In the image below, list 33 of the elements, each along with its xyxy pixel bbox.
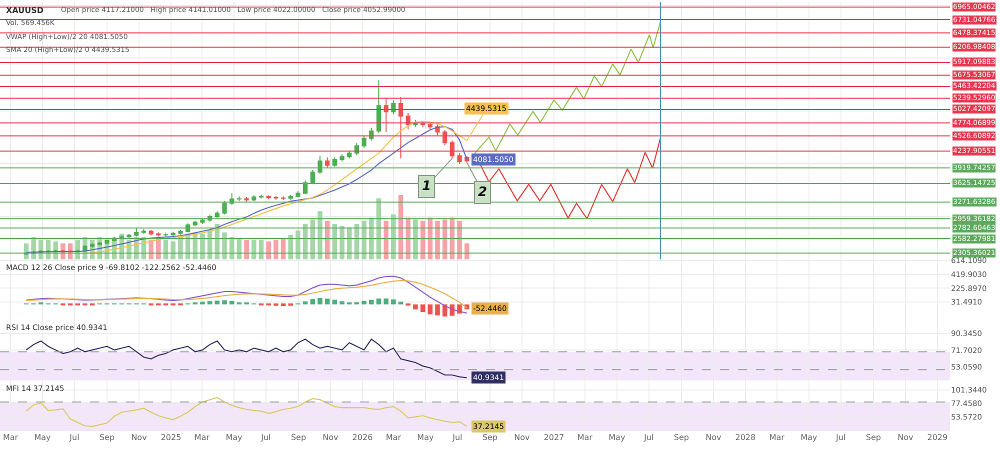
x-tick-label: May bbox=[608, 433, 626, 442]
x-tick-label: 2025 bbox=[160, 433, 182, 442]
x-tick-label: Mar bbox=[2, 433, 19, 442]
x-tick-label: May bbox=[417, 433, 434, 442]
x-tick-label: Mar bbox=[386, 433, 402, 442]
x-tick-label: Jul bbox=[452, 433, 462, 442]
x-tick-label: 2029 bbox=[927, 433, 948, 442]
x-tick-label: Nov bbox=[322, 433, 339, 442]
x-tick-label: May bbox=[800, 433, 818, 442]
x-tick-label: Nov bbox=[514, 433, 530, 442]
x-tick-label: 2026 bbox=[352, 433, 373, 442]
x-tick-label: Mar bbox=[577, 433, 594, 442]
x-tick-label: Sep bbox=[866, 433, 881, 442]
x-tick-label: Sep bbox=[674, 433, 689, 442]
annotation: 2 bbox=[478, 185, 488, 200]
x-tick-label: Nov bbox=[898, 433, 914, 442]
x-tick-label: Jul bbox=[643, 433, 654, 442]
x-tick-label: Nov bbox=[131, 433, 148, 442]
x-tick-label: Jul bbox=[835, 433, 846, 442]
x-tick-label: Sep bbox=[99, 433, 115, 442]
annotation: 1 bbox=[422, 179, 432, 194]
x-tick-label: Jul bbox=[68, 433, 80, 442]
x-tick-label: May bbox=[226, 433, 242, 442]
x-tick-label: Jul bbox=[260, 433, 271, 442]
x-tick-label: Mar bbox=[769, 433, 786, 442]
x-tick-label: 2028 bbox=[735, 433, 756, 442]
text: XAUUSD bbox=[6, 6, 44, 15]
x-tick-label: Sep bbox=[290, 433, 306, 442]
x-tick-label: Sep bbox=[482, 433, 498, 442]
x-tick-label: Mar bbox=[194, 433, 210, 442]
x-tick-label: Nov bbox=[706, 433, 722, 442]
x-tick-label: 2027 bbox=[544, 433, 564, 442]
x-tick-label: May bbox=[34, 433, 52, 442]
